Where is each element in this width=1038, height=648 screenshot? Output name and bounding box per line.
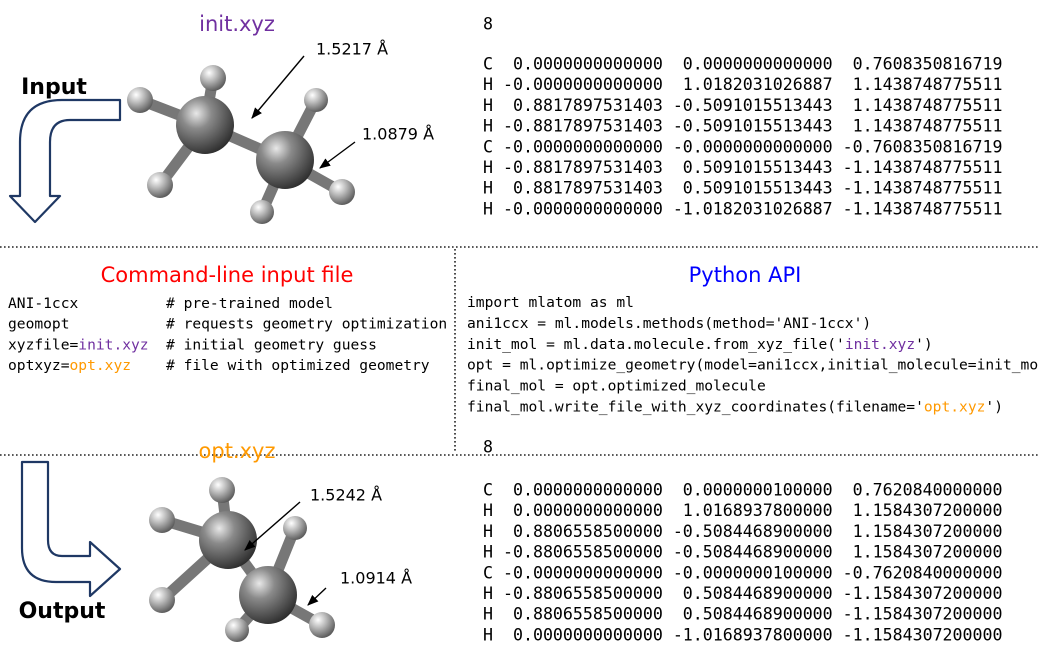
code-line: final_mol = opt.optimized_molecule: [467, 378, 766, 395]
code-part: opt = ml.optimize_geometry(model=ani1ccx…: [467, 357, 1038, 374]
page: { "input": { "title": "init.xyz", "title…: [0, 0, 1038, 648]
xyz-lines: C 0.0000000000000 0.0000000100000 0.7620…: [483, 481, 1003, 645]
code-line: init_mol = ml.data.molecule.from_xyz_fil…: [467, 336, 933, 353]
output-title: opt.xyz: [199, 439, 276, 463]
bond-pointer: [320, 142, 355, 168]
input-arrow: [10, 100, 120, 222]
xyz-line: H 0.8806558500000 0.5084468900000 -1.158…: [483, 605, 1003, 624]
bond-pointer: [308, 588, 326, 605]
bond-label: 1.0879 Å: [362, 125, 434, 144]
xyz-line: C 0.0000000000000 0.0000000100000 0.7620…: [483, 481, 1003, 500]
xyz-line: H -0.8817897531403 -0.5091015513443 1.14…: [483, 117, 1003, 136]
atom-count: 8: [483, 15, 493, 34]
code-line: geomopt: [8, 316, 70, 333]
output-arrow: [22, 462, 120, 596]
xyz-line: C 0.0000000000000 0.0000000000000 0.7608…: [483, 55, 1003, 74]
code-part: opt.xyz: [924, 399, 986, 416]
python-api-title: Python API: [689, 263, 802, 287]
xyz-line: H -0.8806558500000 -0.5084468900000 1.15…: [483, 543, 1003, 562]
code-comment: # requests geometry optimization: [166, 316, 447, 333]
code-part: geomopt: [8, 316, 70, 333]
code-comment: # file with optimized geometry: [166, 357, 430, 374]
xyz-line: H 0.0000000000000 -1.0168937800000 -1.15…: [483, 625, 1003, 644]
atom-count: 8: [483, 438, 493, 457]
code-part: ani1ccx = ml.models.methods(method='ANI-…: [467, 315, 871, 332]
code-part: optxyz=: [8, 357, 70, 374]
input-label: Input: [21, 75, 87, 100]
code-part: '): [985, 399, 1003, 416]
bond-label: 1.0914 Å: [340, 569, 412, 588]
output-label: Output: [19, 599, 106, 624]
figure: init.xyz Input 1.5217 Å 1.0879 Å 8 C 0.0…: [0, 0, 1038, 648]
command-line-code: ANI-1ccx # pre-trained model geomopt # requ…: [8, 295, 447, 374]
code-part: init.xyz: [845, 336, 915, 353]
xyz-line: C -0.0000000000000 -0.0000000100000 -0.7…: [483, 563, 1003, 582]
xyz-line: H 0.8806558500000 -0.5084468900000 1.158…: [483, 522, 1003, 541]
bond-label: 1.5217 Å: [316, 40, 388, 59]
input-molecule: [127, 65, 355, 224]
code-line: ANI-1ccx: [8, 295, 79, 312]
xyz-line: H 0.8817897531403 0.5091015513443 -1.143…: [483, 179, 1003, 198]
code-part: init_mol = ml.data.molecule.from_xyz_fil…: [467, 336, 845, 353]
xyz-line: H 0.0000000000000 1.0168937800000 1.1584…: [483, 501, 1003, 520]
xyz-line: H 0.8817897531403 -0.5091015513443 1.143…: [483, 96, 1003, 115]
xyz-line: H -0.8806558500000 0.5084468900000 -1.15…: [483, 584, 1003, 603]
xyz-lines: C 0.0000000000000 0.0000000000000 0.7608…: [483, 55, 1003, 219]
code-part: opt.xyz: [70, 357, 132, 374]
code-line: optxyz=opt.xyz: [8, 357, 131, 374]
xyz-line: H -0.0000000000000 1.0182031026887 1.143…: [483, 75, 1003, 94]
code-line: final_mol.write_file_with_xyz_coordinate…: [467, 399, 1003, 416]
code-comment: # pre-trained model: [166, 295, 333, 312]
code-part: ANI-1ccx: [8, 295, 79, 312]
code-part: '): [915, 336, 933, 353]
xyz-line: H -0.0000000000000 -1.0182031026887 -1.1…: [483, 199, 1003, 218]
code-line: opt = ml.optimize_geometry(model=ani1ccx…: [467, 357, 1038, 374]
xyz-line: C -0.0000000000000 -0.0000000000000 -0.7…: [483, 137, 1003, 156]
code-part: final_mol = opt.optimized_molecule: [467, 378, 766, 395]
python-code: import mlatom as ml ani1ccx = ml.models.m…: [467, 294, 1038, 416]
code-part: xyzfile=: [8, 336, 79, 353]
code-line: import mlatom as ml: [467, 294, 634, 311]
code-part: final_mol.write_file_with_xyz_coordinate…: [467, 399, 924, 416]
code-part: import mlatom as ml: [467, 294, 634, 311]
bond-label: 1.5242 Å: [310, 486, 382, 505]
input-title: init.xyz: [199, 12, 275, 36]
xyz-line: H -0.8817897531403 0.5091015513443 -1.14…: [483, 158, 1003, 177]
code-comment: # initial geometry guess: [166, 336, 377, 353]
bond-pointer: [252, 56, 304, 118]
output-molecule: [149, 477, 335, 642]
command-line-title: Command-line input file: [101, 263, 354, 287]
code-part: init.xyz: [78, 336, 148, 353]
code-line: xyzfile=init.xyz: [8, 336, 149, 353]
code-line: ani1ccx = ml.models.methods(method='ANI-…: [467, 315, 871, 332]
